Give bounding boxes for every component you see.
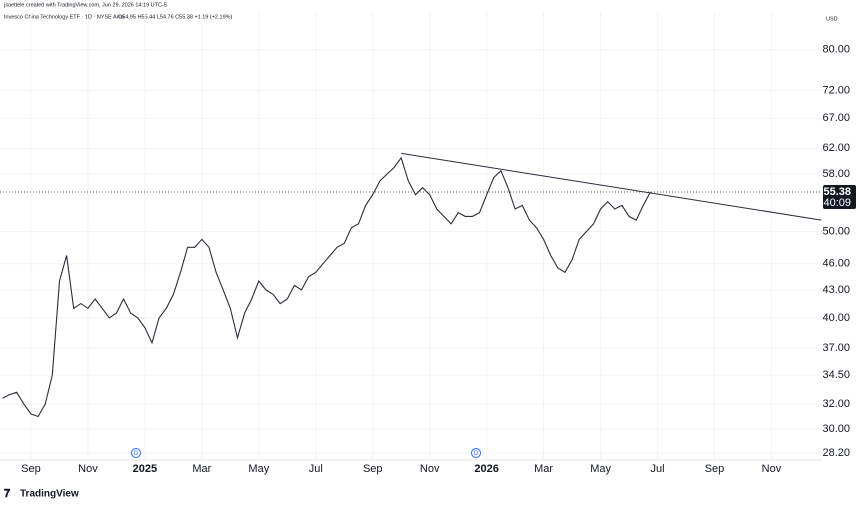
y-tick-label: 80.00: [822, 44, 850, 56]
x-tick-label: 2026: [474, 463, 498, 475]
y-tick-label: 50.00: [822, 225, 850, 237]
last-price-label: 55.38: [823, 186, 851, 198]
event-marker: [131, 448, 141, 458]
logo-mark: 𝟕: [4, 488, 11, 500]
y-tick-label: 30.00: [822, 423, 850, 435]
chart-title: Invesco China Technology ETF · 1D · NYSE…: [4, 14, 125, 20]
x-tick-label: Nov: [762, 463, 782, 475]
y-tick-label: 72.00: [822, 84, 850, 96]
y-tick-label: 58.00: [822, 168, 850, 180]
price-line: [2, 156, 651, 418]
x-tick-label: May: [248, 463, 269, 475]
y-tick-label: 46.00: [822, 258, 850, 270]
event-marker: [471, 448, 481, 458]
trendline: [401, 152, 822, 221]
x-tick-label: Nov: [420, 463, 440, 475]
x-tick-label: Sep: [363, 463, 383, 475]
countdown: 40:09: [823, 197, 851, 209]
attribution: jsaettele created with TradingView.com, …: [3, 2, 167, 8]
y-tick-label: 34.50: [822, 369, 850, 381]
x-tick-label: Nov: [78, 463, 98, 475]
y-tick-label: 28.20: [822, 447, 850, 459]
event-marker-label: D: [134, 451, 139, 457]
y-tick-label: 37.00: [822, 342, 850, 354]
logo-text: TradingView: [20, 489, 79, 500]
y-tick-label: 32.00: [822, 398, 850, 410]
x-tick-label: May: [590, 463, 611, 475]
x-tick-label: Mar: [534, 463, 553, 475]
x-tick-label: Jul: [651, 463, 665, 475]
x-tick-label: Mar: [192, 463, 211, 475]
y-tick-label: 67.00: [822, 112, 850, 124]
currency: USD: [826, 16, 838, 22]
y-tick-label: 40.00: [822, 312, 850, 324]
y-tick-label: 62.00: [822, 142, 850, 154]
event-marker-label: D: [474, 451, 479, 457]
x-tick-label: Jul: [309, 463, 323, 475]
last-price-box: [823, 185, 856, 210]
x-tick-label: Sep: [21, 463, 41, 475]
x-tick-label: 2025: [133, 463, 157, 475]
ohlc-text: O54.95 H55.44 L54.76 C55.38 +1.19 (+2.19…: [118, 14, 233, 20]
logo: 𝟕 TradingView: [4, 488, 79, 500]
x-tick-label: Sep: [705, 463, 725, 475]
y-tick-label: 43.00: [822, 284, 850, 296]
